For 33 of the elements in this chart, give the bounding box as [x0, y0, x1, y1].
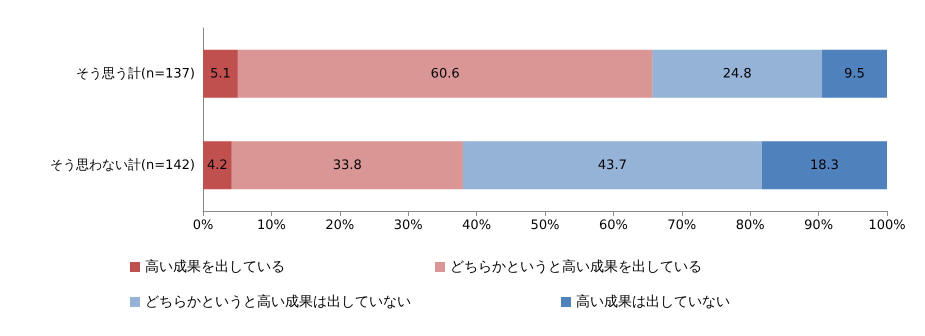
x-tick-label: 80%: [736, 218, 765, 233]
y-tick-label: そう思う計(n=137): [76, 66, 195, 82]
legend-label: 高い成果を出している: [145, 259, 285, 275]
x-tick-label: 50%: [530, 218, 560, 233]
x-tick-label: 70%: [667, 218, 696, 233]
bar: [462, 141, 762, 190]
data-label: 18.3: [810, 158, 839, 173]
y-tick-label: そう思わない計(n=142): [50, 158, 195, 173]
bar: [822, 50, 887, 98]
bar: [203, 141, 232, 190]
x-tick-label: 20%: [325, 218, 354, 233]
legend-label: 高い成果は出していない: [576, 294, 730, 310]
x-tick-label: 100%: [868, 218, 906, 233]
data-label: 33.8: [332, 158, 362, 173]
x-tick-label: 10%: [256, 218, 286, 233]
legend-label: どちらかというと高い成果を出している: [450, 259, 702, 275]
x-tick-label: 30%: [394, 218, 423, 233]
bar: [238, 50, 652, 98]
data-label: 24.8: [722, 66, 752, 82]
x-tick-label: 40%: [462, 218, 492, 233]
data-label: 43.7: [598, 158, 627, 173]
data-label: 60.6: [430, 66, 460, 82]
bar: [762, 141, 887, 190]
bar: [652, 50, 822, 98]
legend-label: どちらかというと高い成果は出していない: [145, 294, 411, 310]
x-tick-label: 90%: [804, 218, 834, 233]
bar: [232, 141, 463, 190]
x-tick-label: 60%: [598, 218, 628, 233]
x-tick-label: 0%: [192, 218, 214, 233]
data-label: 5.1: [210, 66, 231, 82]
data-label: 9.5: [844, 66, 865, 82]
bar: [203, 50, 238, 98]
data-label: 4.2: [207, 158, 228, 173]
